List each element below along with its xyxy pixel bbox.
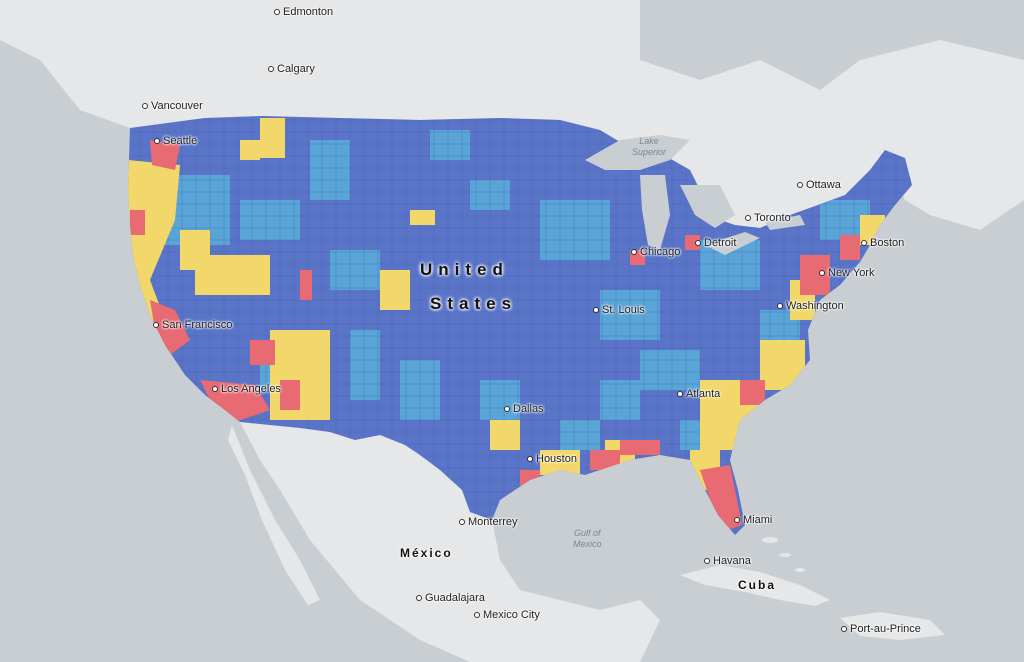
cuba-label: Cuba (738, 578, 776, 592)
lake-superior-label: Lake Superior (632, 136, 666, 158)
gulf-of-mexico-text: Gulf of Mexico (573, 528, 602, 549)
city-havana[interactable]: Havana (704, 555, 751, 567)
city-calgary[interactable]: Calgary (268, 63, 315, 75)
city-toronto[interactable]: Toronto (745, 212, 791, 224)
united-states-label-line1: United (420, 260, 509, 279)
city-st-louis[interactable]: St. Louis (593, 304, 645, 316)
city-mexico-city[interactable]: Mexico City (474, 609, 540, 621)
city-dallas[interactable]: Dallas (504, 403, 544, 415)
city-detroit[interactable]: Detroit (695, 237, 736, 249)
lake-huron (680, 185, 735, 228)
united-states-label-line2: States (430, 294, 518, 313)
bahamas (762, 537, 805, 572)
city-seattle[interactable]: Seattle (154, 135, 197, 147)
mexico-landmass (240, 422, 660, 662)
city-miami[interactable]: Miami (734, 514, 772, 526)
city-port-au-prince[interactable]: Port-au-Prince (841, 623, 921, 635)
red-areas (130, 140, 860, 530)
lake-superior-text: Lake Superior (632, 136, 667, 157)
city-san-francisco[interactable]: San Francisco (153, 319, 232, 331)
lake-michigan (640, 175, 670, 250)
city-houston[interactable]: Houston (527, 453, 577, 465)
gulf-of-mexico-label: Gulf of Mexico (573, 528, 602, 550)
canada-landmass (0, 0, 1024, 230)
city-boston[interactable]: Boston (861, 237, 904, 249)
city-new-york[interactable]: New York (819, 267, 874, 279)
city-los-angeles[interactable]: Los Angeles (212, 383, 281, 395)
city-chicago[interactable]: Chicago (631, 246, 680, 258)
baja-landmass (228, 425, 320, 605)
city-edmonton[interactable]: Edmonton (274, 6, 333, 18)
mexico-label: México (400, 546, 453, 560)
city-vancouver[interactable]: Vancouver (142, 100, 203, 112)
city-monterrey[interactable]: Monterrey (459, 516, 518, 528)
city-atlanta[interactable]: Atlanta (677, 388, 720, 400)
cuba-landmass (680, 565, 830, 606)
city-washington[interactable]: Washington (777, 300, 844, 312)
lake-superior (585, 135, 690, 170)
city-guadalajara[interactable]: Guadalajara (416, 592, 485, 604)
yellow-areas (128, 118, 885, 490)
us-choropleth (128, 116, 912, 535)
city-ottawa[interactable]: Ottawa (797, 179, 841, 191)
